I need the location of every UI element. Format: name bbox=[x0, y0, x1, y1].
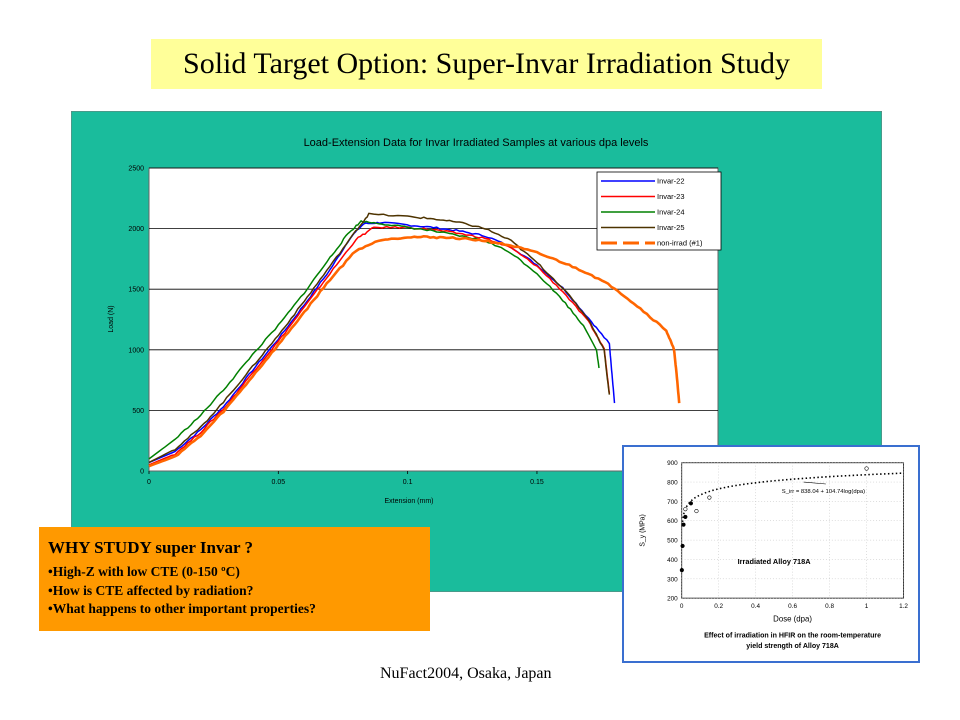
inset-fit-arrow bbox=[803, 481, 826, 485]
y-tick-label: 1000 bbox=[128, 347, 144, 354]
inset-caption-line-2: yield strength of Alloy 718A bbox=[746, 643, 839, 650]
legend-label: Invar-22 bbox=[657, 177, 685, 186]
inset-y-tick-label: 300 bbox=[667, 576, 678, 583]
inset-y-tick-label: 700 bbox=[667, 499, 678, 506]
series-line-non-irrad-1- bbox=[148, 235, 681, 468]
main-chart-xlabel: Extension (mm) bbox=[384, 498, 433, 505]
inset-open-point bbox=[707, 495, 712, 500]
bullet-high-z: •High-Z with low CTE (0-150 ºC) bbox=[48, 564, 240, 579]
legend-label: non-irrad (#1) bbox=[657, 239, 703, 248]
inset-x-tick-label: 0.2 bbox=[714, 603, 723, 610]
y-tick-label: 2500 bbox=[128, 166, 144, 173]
inset-series-label: Irradiated Alloy 718A bbox=[738, 557, 812, 566]
inset-fit-label: S_irr = 838.04 + 104.74log(dpa) bbox=[782, 489, 865, 495]
series-line-invar-25 bbox=[148, 212, 611, 464]
series-line-invar-24 bbox=[148, 220, 600, 460]
inset-filled-point bbox=[688, 501, 693, 506]
bullet-other-properties: •What happens to other important propert… bbox=[48, 601, 316, 616]
inset-open-point bbox=[683, 507, 688, 512]
inset-y-tick-label: 900 bbox=[667, 460, 678, 467]
inset-x-tick-label: 0.4 bbox=[751, 603, 760, 610]
inset-filled-point bbox=[679, 568, 684, 573]
y-tick-label: 1500 bbox=[128, 287, 144, 294]
bullet-cte-radiation: •How is CTE affected by radiation? bbox=[48, 582, 254, 598]
why-bullet-list: •High-Z with low CTE (0-150 ºC) •How is … bbox=[48, 563, 422, 619]
main-chart-title: Load-Extension Data for Invar Irradiated… bbox=[304, 137, 649, 149]
inset-x-tick-label: 0 bbox=[680, 603, 684, 610]
inset-filled-point bbox=[680, 543, 685, 548]
slide-title: Solid Target Option: Super-Invar Irradia… bbox=[183, 47, 790, 80]
legend-label: Invar-25 bbox=[657, 223, 685, 232]
inset-y-tick-label: 200 bbox=[667, 596, 678, 603]
inset-open-point bbox=[694, 509, 699, 514]
inset-filled-point bbox=[683, 514, 688, 519]
inset-ylabel: S_y (MPa) bbox=[639, 514, 646, 546]
inset-y-tick-label: 800 bbox=[667, 480, 678, 487]
why-study-box: WHY STUDY super Invar ? •High-Z with low… bbox=[39, 527, 430, 631]
main-chart-ylabel: Load (N) bbox=[108, 305, 115, 332]
why-heading: WHY STUDY super Invar ? bbox=[48, 538, 253, 557]
inset-fit-curve bbox=[681, 472, 904, 526]
x-tick-label: 0.15 bbox=[530, 479, 544, 486]
inset-open-point bbox=[864, 466, 869, 471]
y-tick-label: 2000 bbox=[128, 226, 144, 233]
inset-caption-line-1: Effect of irradiation in HFIR on the roo… bbox=[704, 632, 881, 639]
legend-label: Invar-23 bbox=[657, 192, 685, 201]
x-tick-label: 0.1 bbox=[403, 479, 413, 486]
y-tick-label: 500 bbox=[132, 408, 144, 415]
x-tick-label: 0 bbox=[147, 479, 151, 486]
footer-text: NuFact2004, Osaka, Japan bbox=[380, 665, 552, 682]
load-extension-chart: Load-Extension Data for Invar Irradiated… bbox=[71, 111, 882, 592]
inset-y-tick-label: 600 bbox=[667, 518, 678, 525]
inset-x-tick-label: 0.6 bbox=[788, 603, 797, 610]
inset-x-tick-label: 1.2 bbox=[899, 603, 908, 610]
inset-x-tick-label: 0.8 bbox=[825, 603, 834, 610]
inset-x-tick-label: 1 bbox=[865, 603, 869, 610]
legend-box bbox=[596, 171, 722, 251]
inset-y-tick-label: 500 bbox=[667, 538, 678, 545]
yield-strength-inset-chart: 200 300 400 500 600 700 800 900 0 0.2 0.4 0.6 0.8 1 1.… bbox=[622, 445, 920, 663]
inset-xlabel: Dose (dpa) bbox=[773, 615, 812, 624]
inset-filled-point bbox=[681, 522, 686, 527]
inset-y-tick-label: 400 bbox=[667, 557, 678, 564]
y-tick-label: 0 bbox=[140, 469, 144, 476]
slide-title-box: Solid Target Option: Super-Invar Irradia… bbox=[151, 39, 822, 89]
x-tick-label: 0.05 bbox=[272, 479, 286, 486]
legend-label: Invar-24 bbox=[657, 208, 685, 217]
